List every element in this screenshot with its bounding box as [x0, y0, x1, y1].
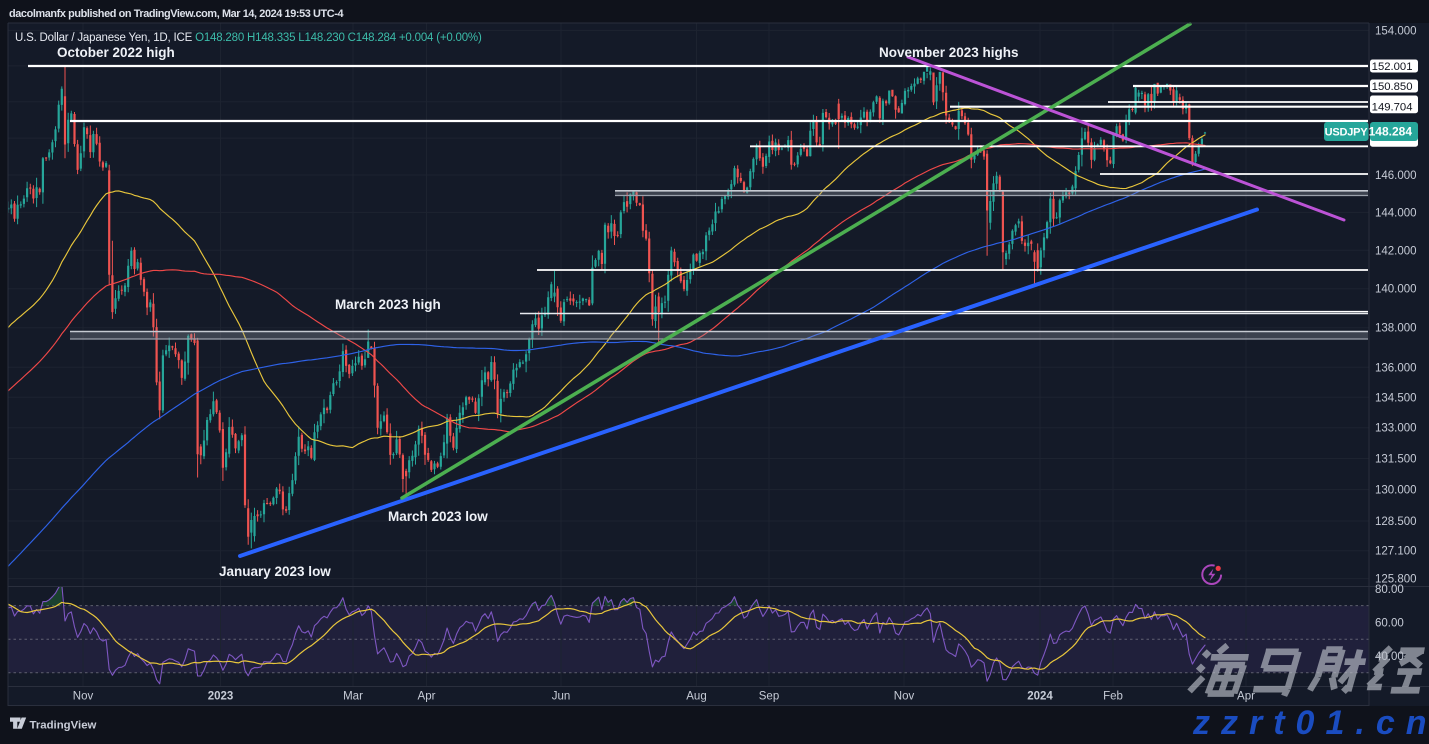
svg-text:127.100: 127.100	[1375, 546, 1417, 558]
svg-text:133.000: 133.000	[1375, 423, 1417, 435]
svg-text:2023: 2023	[208, 691, 234, 703]
svg-text:134.500: 134.500	[1375, 392, 1417, 404]
svg-text:60.00: 60.00	[1375, 617, 1404, 629]
svg-text:dacolmanfx published on Tradin: dacolmanfx published on TradingView.com,…	[9, 8, 343, 20]
svg-text:136.000: 136.000	[1375, 362, 1417, 374]
svg-text:TradingView: TradingView	[30, 719, 97, 731]
svg-text:Nov: Nov	[73, 691, 94, 703]
svg-text:149.704: 149.704	[1372, 102, 1413, 114]
svg-text:138.000: 138.000	[1375, 323, 1417, 335]
svg-text:March 2023 low: March 2023 low	[388, 509, 488, 524]
svg-text:152.001: 152.001	[1372, 61, 1413, 73]
svg-text:Apr: Apr	[1237, 691, 1255, 703]
svg-text:January 2023 low: January 2023 low	[219, 564, 331, 579]
svg-text:125.800: 125.800	[1375, 574, 1417, 586]
svg-text:Jun: Jun	[552, 691, 571, 703]
svg-text:Sep: Sep	[759, 691, 779, 703]
svg-text:144.000: 144.000	[1375, 207, 1417, 219]
svg-text:130.000: 130.000	[1375, 485, 1417, 497]
svg-text:U.S. Dollar / Japanese Yen, 1D: U.S. Dollar / Japanese Yen, 1D, ICE O148…	[15, 32, 482, 44]
svg-text:154.000: 154.000	[1375, 25, 1417, 37]
svg-text:October 2022 high: October 2022 high	[57, 45, 175, 60]
svg-text:140.000: 140.000	[1375, 284, 1417, 296]
svg-text:Mar: Mar	[343, 691, 363, 703]
svg-text:80.00: 80.00	[1375, 584, 1404, 596]
svg-text:148.284: 148.284	[1369, 124, 1413, 138]
svg-text:March 2023 high: March 2023 high	[335, 297, 441, 312]
svg-text:Aug: Aug	[686, 691, 706, 703]
svg-text:November 2023 highs: November 2023 highs	[879, 45, 1019, 60]
svg-text:Apr: Apr	[418, 691, 436, 703]
svg-text:150.850: 150.850	[1372, 81, 1413, 93]
svg-text:USDJPY: USDJPY	[1325, 126, 1369, 138]
svg-text:zzrt01.cn: zzrt01.cn	[1192, 704, 1429, 739]
svg-text:131.500: 131.500	[1375, 454, 1417, 466]
svg-text:142.000: 142.000	[1375, 245, 1417, 257]
svg-text:128.500: 128.500	[1375, 516, 1417, 528]
svg-text:146.000: 146.000	[1375, 170, 1417, 182]
svg-text:Nov: Nov	[894, 691, 915, 703]
svg-text:Feb: Feb	[1103, 691, 1123, 703]
svg-text:2024: 2024	[1027, 691, 1053, 703]
